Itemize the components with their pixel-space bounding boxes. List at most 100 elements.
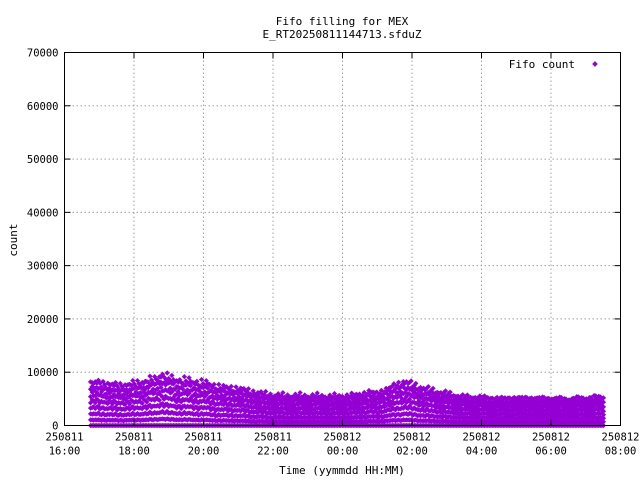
data-point <box>150 386 156 392</box>
y-tick-label: 60000 <box>27 101 59 113</box>
data-point <box>374 389 380 395</box>
y-tick-label: 30000 <box>27 261 59 273</box>
x-tick-label-date: 250812 <box>324 432 362 444</box>
data-point <box>489 395 496 401</box>
data-point <box>327 392 333 398</box>
y-tick-label: 70000 <box>27 48 59 60</box>
data-point <box>411 389 417 396</box>
x-tick-label-time: 06:00 <box>535 446 567 458</box>
data-point <box>344 392 350 398</box>
data-point <box>122 401 128 408</box>
y-tick-labels: 0 10000 20000 30000 40000 50000 60000 70000 <box>27 48 59 433</box>
x-tick-label-date: 250811 <box>254 432 292 444</box>
data-point <box>144 399 150 405</box>
data-point <box>130 377 136 384</box>
chart-title-line-1: Fifo filling for MEX <box>276 15 409 28</box>
data-point <box>205 385 211 391</box>
y-tick-label: 0 <box>52 421 58 433</box>
data-point <box>430 385 436 392</box>
data-point <box>413 380 419 387</box>
data-point <box>507 395 513 401</box>
data-point <box>378 387 385 393</box>
chart-title-line-2: E_RT20250811144713.sfduZ <box>263 28 422 41</box>
data-point <box>280 389 286 396</box>
x-tick-label-date: 250812 <box>463 432 501 444</box>
data-point <box>408 378 414 384</box>
x-tick-label-date: 250811 <box>46 432 84 444</box>
data-point <box>447 389 453 395</box>
data-point <box>250 388 256 394</box>
data-point <box>211 381 217 387</box>
data-point <box>494 394 500 401</box>
data-point <box>194 378 200 385</box>
data-point <box>416 398 422 404</box>
data-point <box>600 404 607 410</box>
y-tick-label: 10000 <box>27 367 59 379</box>
x-tick-label-time: 20:00 <box>188 446 220 458</box>
x-tick-label-time: 00:00 <box>327 446 359 458</box>
x-tick-label-time: 04:00 <box>466 446 498 458</box>
legend: Fifo count <box>509 58 598 71</box>
x-tick-labels: 250811 16:00 250811 18:00 250811 20:00 250811 2… <box>46 432 640 458</box>
data-point <box>592 61 598 67</box>
tick-marks <box>64 52 621 426</box>
data-point <box>425 384 431 390</box>
data-point <box>263 388 269 395</box>
data-point <box>106 385 112 391</box>
data-point <box>297 390 303 396</box>
x-tick-label-date: 250812 <box>532 432 570 444</box>
data-point <box>139 400 145 406</box>
data-point <box>395 379 402 385</box>
data-point <box>600 408 607 414</box>
data-point <box>245 386 252 392</box>
x-axis-label: Time (yymmdd HH:MM) <box>279 464 405 477</box>
data-point <box>164 370 170 376</box>
x-tick-label-time: 02:00 <box>396 446 428 458</box>
x-tick-label-time: 18:00 <box>118 446 150 458</box>
data-point <box>198 376 205 383</box>
y-tick-label: 50000 <box>27 154 59 166</box>
data-point <box>112 379 119 386</box>
data-point <box>156 397 162 403</box>
data-points <box>87 370 607 429</box>
data-point <box>158 384 164 391</box>
x-tick-label-time: 08:00 <box>605 446 637 458</box>
data-point <box>233 384 239 390</box>
data-point <box>600 415 607 421</box>
data-point <box>314 390 320 396</box>
data-point <box>361 389 367 396</box>
data-point <box>600 419 607 425</box>
data-point <box>442 388 449 394</box>
data-point <box>600 399 607 405</box>
y-tick-label: 20000 <box>27 314 59 326</box>
data-point <box>575 394 582 400</box>
data-point <box>402 390 408 396</box>
data-point <box>92 400 98 406</box>
x-tick-label-date: 250811 <box>115 432 153 444</box>
data-point <box>216 381 222 387</box>
data-point <box>133 389 139 395</box>
data-point <box>175 389 181 395</box>
data-point <box>600 412 607 418</box>
legend-marker <box>592 61 598 67</box>
y-axis-label: count <box>7 223 20 256</box>
data-point <box>167 385 173 391</box>
data-point <box>309 391 316 398</box>
x-tick-label-time: 16:00 <box>49 446 81 458</box>
x-tick-label-time: 22:00 <box>257 446 289 458</box>
grid-lines <box>64 52 621 426</box>
data-point <box>147 373 153 379</box>
x-tick-label-date: 250811 <box>185 432 223 444</box>
data-point <box>97 380 103 386</box>
data-point <box>600 395 607 401</box>
data-point <box>181 374 188 380</box>
data-point <box>331 390 338 397</box>
data-point <box>186 375 192 381</box>
data-point <box>180 386 186 392</box>
data-point <box>228 383 234 390</box>
data-point <box>391 381 397 387</box>
legend-label: Fifo count <box>509 58 575 71</box>
data-point <box>127 401 133 407</box>
